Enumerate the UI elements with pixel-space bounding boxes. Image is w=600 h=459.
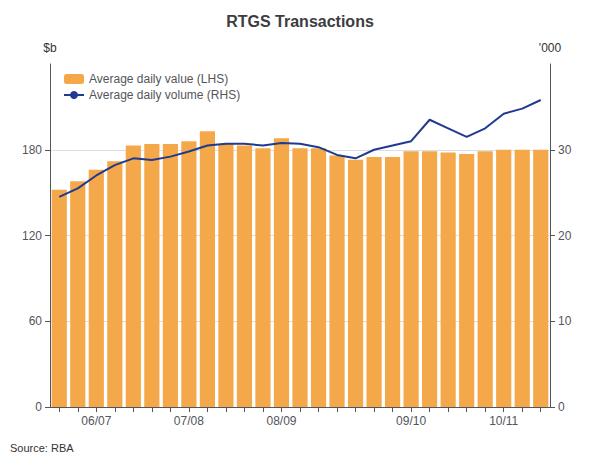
svg-text:07/08: 07/08 (174, 414, 204, 428)
svg-text:Average daily volume (RHS): Average daily volume (RHS) (89, 88, 240, 102)
svg-text:30: 30 (558, 143, 572, 157)
svg-text:'000: '000 (539, 41, 562, 55)
svg-text:Source: RBA: Source: RBA (10, 442, 74, 454)
svg-text:10/11: 10/11 (489, 414, 518, 428)
svg-text:$b: $b (43, 41, 57, 55)
svg-text:0: 0 (558, 400, 565, 414)
svg-text:06/07: 06/07 (81, 414, 111, 428)
svg-text:RTGS Transactions: RTGS Transactions (226, 13, 374, 30)
svg-text:60: 60 (29, 314, 43, 328)
svg-text:180: 180 (22, 143, 42, 157)
svg-text:120: 120 (22, 229, 42, 243)
svg-text:0: 0 (35, 400, 42, 414)
svg-text:08/09: 08/09 (266, 414, 296, 428)
svg-text:Average daily value (LHS): Average daily value (LHS) (89, 72, 228, 86)
svg-text:09/10: 09/10 (396, 414, 426, 428)
svg-text:20: 20 (558, 229, 572, 243)
svg-text:10: 10 (558, 314, 572, 328)
